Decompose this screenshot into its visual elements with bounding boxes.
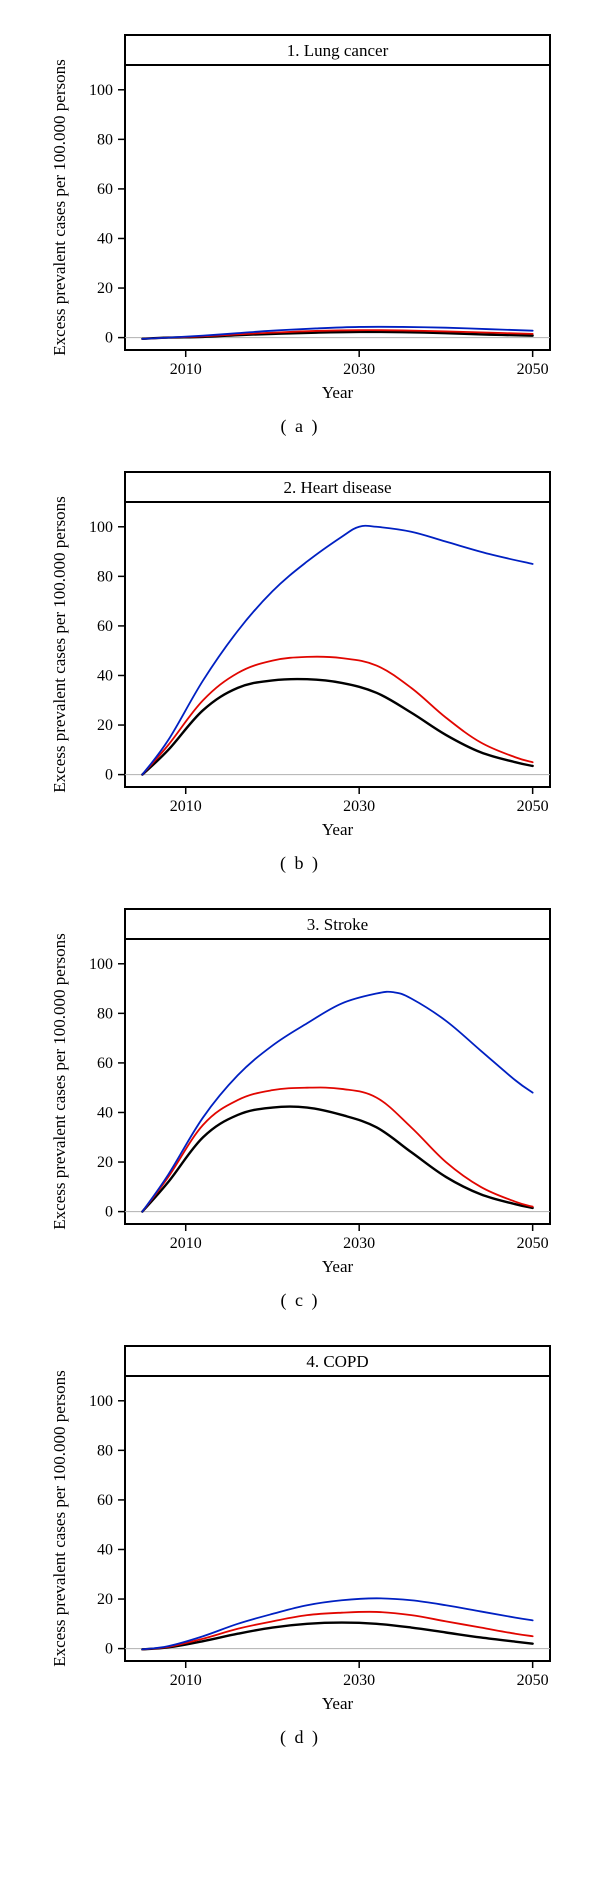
y-tick-label: 80 bbox=[97, 1442, 113, 1459]
y-tick-label: 0 bbox=[105, 1204, 113, 1221]
y-axis-label: Excess prevalent cases per 100.000 perso… bbox=[50, 1370, 69, 1666]
y-tick-label: 0 bbox=[105, 767, 113, 784]
y-tick-label: 100 bbox=[89, 82, 113, 99]
strip-title: 3. Stroke bbox=[307, 915, 368, 934]
x-tick-label: 2050 bbox=[517, 1235, 549, 1252]
panels-container: 1. Lung cancer 0 20 40 60 80 100 2010 2030 2050 Ye… bbox=[30, 0, 570, 1766]
y-tick-label: 100 bbox=[89, 956, 113, 973]
x-tick-label: 2010 bbox=[170, 1235, 202, 1252]
plot-border bbox=[125, 472, 550, 787]
y-tick-label: 60 bbox=[97, 1055, 113, 1072]
plot-border bbox=[125, 909, 550, 1224]
x-tick-label: 2010 bbox=[170, 361, 202, 378]
chart-panel-stroke: 3. Stroke 0 20 40 60 80 100 2010 2030 2050 Year Exc… bbox=[30, 894, 570, 1311]
chart-svg: 2. Heart disease 0 20 40 60 80 100 2010 2030 2050… bbox=[30, 457, 570, 847]
chart-svg: 1. Lung cancer 0 20 40 60 80 100 2010 2030 2050 Ye… bbox=[30, 20, 570, 410]
chart-panel-copd: 4. COPD 0 20 40 60 80 100 2010 2030 2050 Year Exces… bbox=[30, 1331, 570, 1748]
x-axis-label: Year bbox=[322, 383, 354, 402]
y-tick-label: 20 bbox=[97, 280, 113, 297]
series-black bbox=[142, 679, 532, 775]
series-blue bbox=[142, 526, 532, 775]
x-tick-label: 2050 bbox=[517, 361, 549, 378]
y-tick-label: 80 bbox=[97, 1005, 113, 1022]
strip-title: 1. Lung cancer bbox=[287, 41, 389, 60]
panel-caption: ( d ) bbox=[30, 1727, 570, 1748]
y-tick-label: 40 bbox=[97, 1104, 113, 1121]
y-tick-label: 20 bbox=[97, 717, 113, 734]
plot-border bbox=[125, 35, 550, 350]
y-tick-label: 20 bbox=[97, 1154, 113, 1171]
y-tick-label: 0 bbox=[105, 1641, 113, 1658]
x-tick-label: 2010 bbox=[170, 798, 202, 815]
x-tick-label: 2050 bbox=[517, 1672, 549, 1689]
series-black bbox=[142, 1107, 532, 1212]
series-red bbox=[142, 1088, 532, 1212]
y-axis-label: Excess prevalent cases per 100.000 perso… bbox=[50, 496, 69, 792]
y-tick-label: 100 bbox=[89, 1393, 113, 1410]
y-tick-label: 40 bbox=[97, 1541, 113, 1558]
x-tick-label: 2030 bbox=[343, 1672, 375, 1689]
y-tick-label: 40 bbox=[97, 230, 113, 247]
y-tick-label: 20 bbox=[97, 1591, 113, 1608]
x-tick-label: 2010 bbox=[170, 1672, 202, 1689]
chart-panel-heart-disease: 2. Heart disease 0 20 40 60 80 100 2010 2030 2050… bbox=[30, 457, 570, 874]
chart-svg: 3. Stroke 0 20 40 60 80 100 2010 2030 2050 Year Exc… bbox=[30, 894, 570, 1284]
y-tick-label: 80 bbox=[97, 568, 113, 585]
series-red bbox=[142, 657, 532, 775]
x-tick-label: 2050 bbox=[517, 798, 549, 815]
chart-panel-lung-cancer: 1. Lung cancer 0 20 40 60 80 100 2010 2030 2050 Ye… bbox=[30, 20, 570, 437]
y-tick-label: 100 bbox=[89, 519, 113, 536]
strip-title: 2. Heart disease bbox=[283, 478, 391, 497]
y-tick-label: 60 bbox=[97, 1492, 113, 1509]
x-tick-label: 2030 bbox=[343, 361, 375, 378]
y-tick-label: 40 bbox=[97, 667, 113, 684]
y-tick-label: 60 bbox=[97, 618, 113, 635]
y-tick-label: 0 bbox=[105, 330, 113, 347]
y-axis-label: Excess prevalent cases per 100.000 perso… bbox=[50, 59, 69, 355]
y-tick-label: 60 bbox=[97, 181, 113, 198]
x-tick-label: 2030 bbox=[343, 1235, 375, 1252]
y-axis-label: Excess prevalent cases per 100.000 perso… bbox=[50, 933, 69, 1229]
chart-svg: 4. COPD 0 20 40 60 80 100 2010 2030 2050 Year Exces… bbox=[30, 1331, 570, 1721]
x-axis-label: Year bbox=[322, 1694, 354, 1713]
panel-caption: ( c ) bbox=[30, 1290, 570, 1311]
series-blue bbox=[142, 992, 532, 1212]
x-axis-label: Year bbox=[322, 1257, 354, 1276]
panel-caption: ( b ) bbox=[30, 853, 570, 874]
x-tick-label: 2030 bbox=[343, 798, 375, 815]
x-axis-label: Year bbox=[322, 820, 354, 839]
panel-caption: ( a ) bbox=[30, 416, 570, 437]
series-red bbox=[142, 1612, 532, 1650]
y-tick-label: 80 bbox=[97, 131, 113, 148]
strip-title: 4. COPD bbox=[306, 1352, 368, 1371]
